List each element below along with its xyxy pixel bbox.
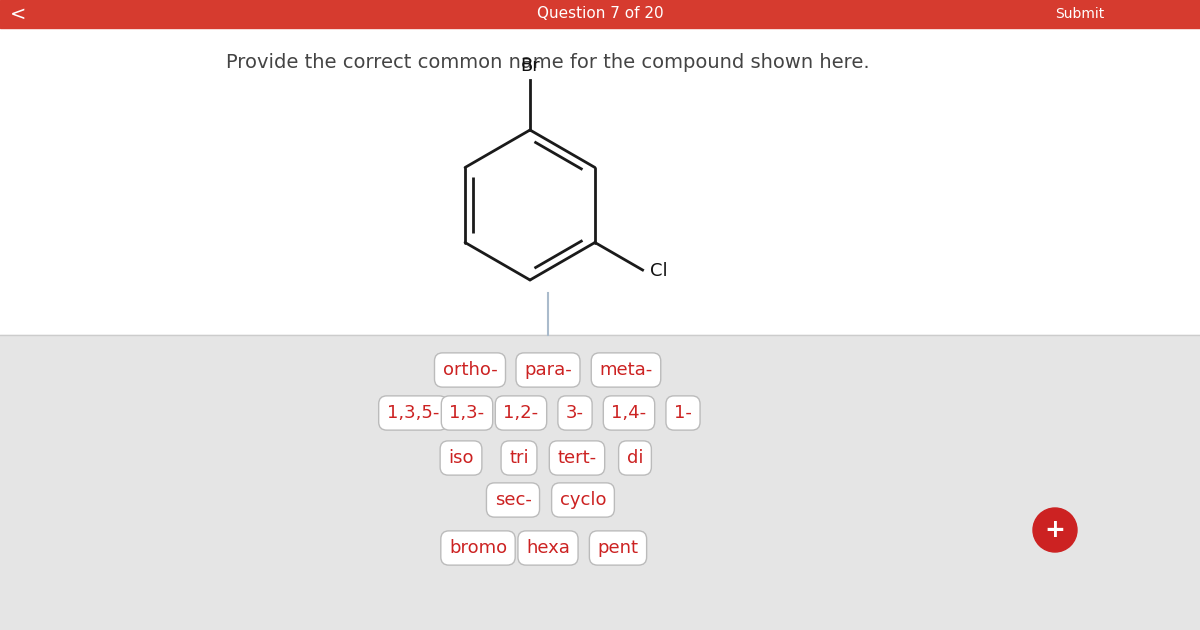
Text: hexa: hexa — [526, 539, 570, 557]
Text: 1,3,5-: 1,3,5- — [386, 404, 439, 422]
Text: tert-: tert- — [558, 449, 596, 467]
Text: iso: iso — [449, 449, 474, 467]
Text: di: di — [626, 449, 643, 467]
Text: meta-: meta- — [599, 361, 653, 379]
Text: para-: para- — [524, 361, 572, 379]
Circle shape — [1033, 508, 1078, 552]
Text: <: < — [10, 4, 26, 23]
Text: Br: Br — [520, 57, 540, 75]
Text: 1,2-: 1,2- — [504, 404, 539, 422]
Text: Question 7 of 20: Question 7 of 20 — [536, 6, 664, 21]
Text: Submit: Submit — [1055, 7, 1105, 21]
Bar — [0, 0, 1200, 28]
Text: tri: tri — [509, 449, 529, 467]
Text: 1,4-: 1,4- — [612, 404, 647, 422]
Text: cyclo: cyclo — [559, 491, 606, 509]
Text: +: + — [1044, 518, 1066, 542]
Text: pent: pent — [598, 539, 638, 557]
Text: Cl: Cl — [649, 262, 667, 280]
Text: Provide the correct common name for the compound shown here.: Provide the correct common name for the … — [226, 52, 870, 71]
Text: 1-: 1- — [674, 404, 692, 422]
Bar — [0, 335, 1200, 630]
Text: sec-: sec- — [494, 491, 532, 509]
Text: 3-: 3- — [566, 404, 584, 422]
Bar — [0, 28, 1200, 335]
Text: ortho-: ortho- — [443, 361, 497, 379]
Text: bromo: bromo — [449, 539, 508, 557]
Text: 1,3-: 1,3- — [450, 404, 485, 422]
